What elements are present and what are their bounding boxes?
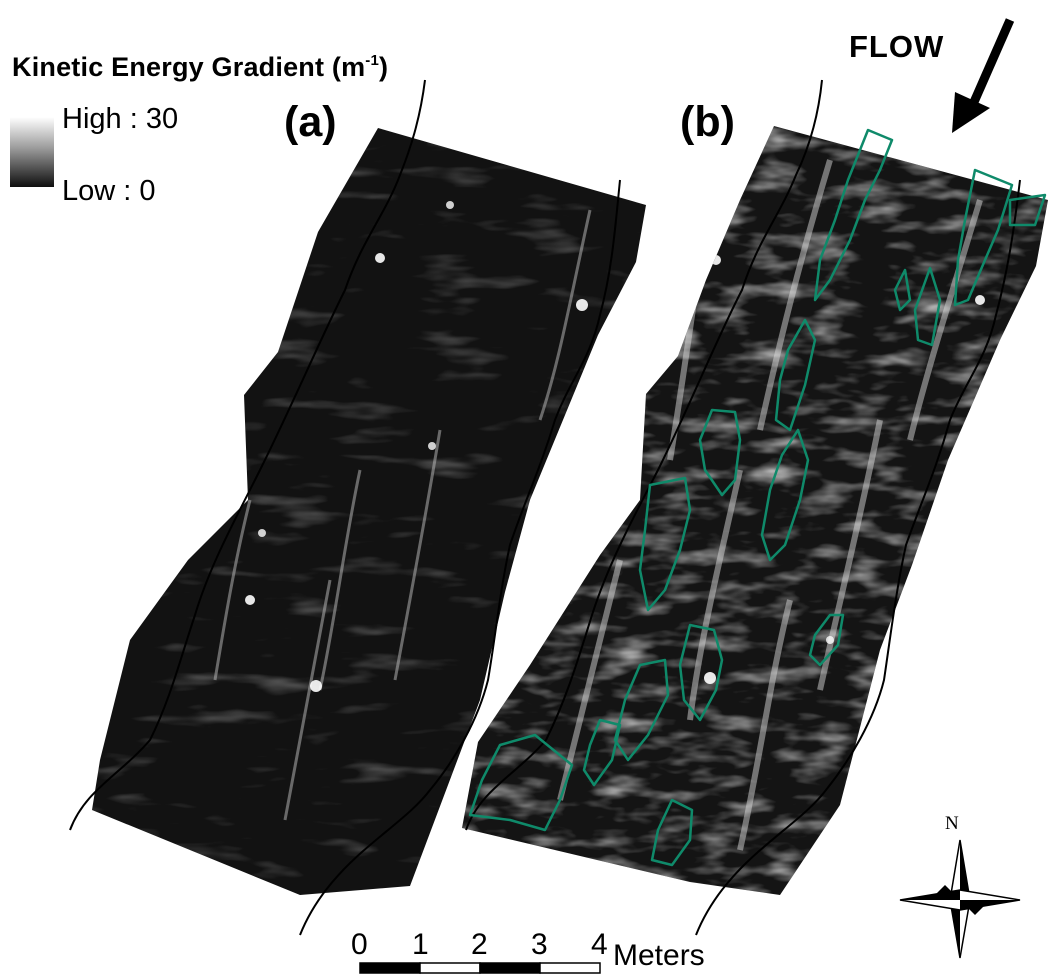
scale-unit-label: Meters — [613, 939, 705, 972]
color-ramp — [10, 117, 54, 187]
scale-tick-1: 1 — [412, 928, 429, 961]
panel-b-outlines — [468, 128, 1047, 867]
north-arrow — [899, 839, 1021, 959]
legend-high-label: High : 30 — [62, 103, 179, 135]
flow-arrow — [952, 18, 1015, 133]
north-label: N — [945, 813, 959, 834]
outline-11 — [678, 623, 724, 722]
legend-title-close: ) — [379, 52, 389, 82]
outline-8 — [760, 428, 810, 562]
panel-b-hotspots — [704, 255, 985, 684]
outline-15 — [650, 798, 694, 867]
panel-b-label: (b) — [680, 98, 735, 146]
legend-title-text: Kinetic Energy Gradient (m — [12, 52, 366, 82]
legend-title: Kinetic Energy Gradient (m-1) — [12, 52, 388, 83]
outline-1 — [813, 128, 894, 302]
legend-low-label: Low : 0 — [62, 175, 156, 207]
outline-4 — [893, 268, 912, 312]
panel-a-channel-edge-left — [69, 79, 426, 831]
legend-title-exponent: -1 — [365, 52, 380, 69]
flow-label: FLOW — [849, 29, 945, 64]
panel-a-channel-edge-right — [299, 179, 621, 936]
scale-tick-2: 2 — [471, 928, 488, 961]
outline-13 — [582, 718, 622, 787]
panel-b-channel-edge-left — [465, 79, 823, 831]
scale-bar — [359, 962, 601, 974]
outline-12 — [613, 658, 670, 762]
outline-2 — [953, 168, 1014, 307]
panel-a-label: (a) — [284, 98, 337, 146]
outline-14 — [468, 733, 574, 832]
panel-b-channel-edge-right — [695, 179, 1021, 936]
panel-a-streaks — [213, 209, 592, 821]
outline-10 — [808, 613, 845, 667]
outline-7 — [698, 408, 742, 497]
scale-tick-3: 3 — [531, 928, 548, 961]
outline-3 — [1008, 193, 1047, 227]
panel-a-hotspots — [245, 201, 588, 692]
scale-tick-0: 0 — [351, 928, 368, 961]
outline-6 — [774, 318, 817, 432]
outline-9 — [638, 476, 692, 612]
scale-tick-4: 4 — [591, 928, 608, 961]
outline-5 — [913, 266, 942, 347]
